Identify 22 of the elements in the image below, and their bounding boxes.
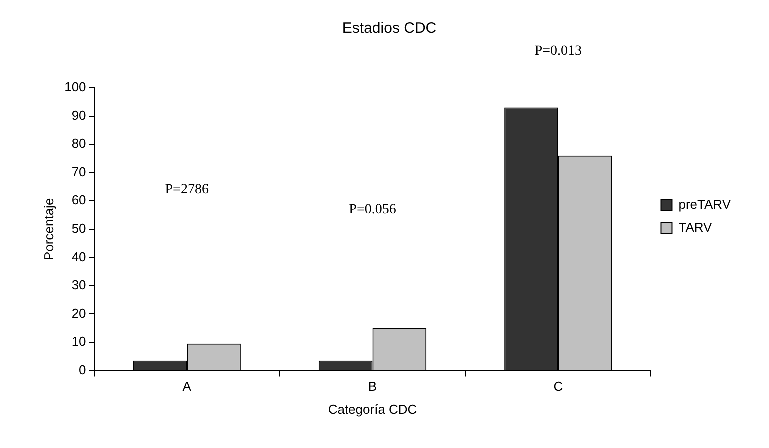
legend-label: preTARV: [678, 197, 732, 212]
y-tick-label: 80: [72, 136, 86, 152]
y-tick-label: 20: [72, 306, 86, 321]
legend-label: TARV: [678, 220, 713, 236]
y-tick-label: 60: [72, 192, 86, 208]
x-axis-title: Categoría CDC: [328, 402, 418, 417]
x-tick-label: C: [554, 379, 564, 394]
chart-title: Estadios CDC: [342, 20, 437, 38]
x-tick-label: B: [368, 379, 378, 394]
annotation: P=2786: [165, 182, 209, 198]
text: P=0.013: [534, 44, 582, 59]
y-tick-label: 70: [72, 164, 86, 180]
x-tick-label: A: [182, 379, 192, 394]
y-tick-label: 90: [72, 108, 86, 123]
y-tick-label: 10: [72, 334, 86, 350]
annotation: P=0.056: [349, 202, 396, 218]
y-tick-label: 40: [72, 249, 86, 264]
y-tick-label: 100: [64, 80, 86, 95]
y-tick-label: 30: [72, 278, 86, 293]
y-tick-label: 0: [79, 362, 86, 378]
y-axis-title: Porcentaje: [41, 198, 56, 260]
y-tick-label: 50: [72, 220, 86, 236]
